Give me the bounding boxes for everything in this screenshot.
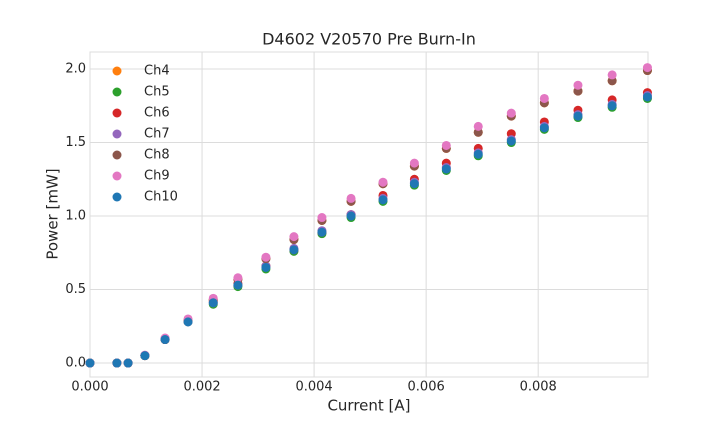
legend-marker [112,108,122,118]
point [346,211,356,221]
y-tick-label: 0.5 [65,282,86,297]
x-tick-label: 0.008 [520,380,557,395]
legend-label: Ch6 [144,106,170,121]
legend-marker [112,87,122,97]
point [473,149,483,159]
point [112,358,122,368]
point [539,123,549,133]
plot-area [89,51,649,378]
point [378,195,388,205]
legend-label: Ch7 [144,127,170,142]
point [289,245,299,255]
point [441,140,451,150]
point [506,108,516,118]
legend-marker [112,129,122,139]
y-tick-label: 1.5 [65,135,86,150]
point [642,63,652,73]
point [539,93,549,103]
point [573,111,583,121]
legend-marker [112,150,122,160]
point [607,101,617,111]
point [473,121,483,131]
x-axis-label: Current [A] [327,397,410,415]
legend-marker [112,192,122,202]
point [409,179,419,189]
point [123,358,133,368]
chart-title: D4602 V20570 Pre Burn-In [262,30,476,49]
point [642,92,652,102]
legend-marker [112,66,122,76]
point [140,351,150,361]
point [409,158,419,168]
point [160,335,170,345]
x-tick-label: 0.000 [71,380,108,395]
legend-label: Ch10 [144,190,178,205]
legend-marker [112,171,122,181]
y-tick-label: 1.0 [65,209,86,224]
point [317,227,327,237]
point [317,213,327,223]
point [233,280,243,290]
point [183,317,193,327]
y-axis-label: Power [mW] [44,168,62,259]
y-tick-label: 0.0 [65,356,86,371]
x-tick-label: 0.006 [408,380,445,395]
point [607,70,617,80]
x-tick-label: 0.002 [183,380,220,395]
x-tick-label: 0.004 [295,380,332,395]
legend-label: Ch5 [144,85,170,100]
point [208,298,218,308]
legend-label: Ch8 [144,148,170,163]
y-tick-label: 2.0 [65,62,86,77]
point [506,136,516,146]
point [233,273,243,283]
point [441,164,451,174]
point [378,177,388,187]
point [261,252,271,262]
point [261,262,271,272]
point [573,80,583,90]
legend-label: Ch4 [144,64,170,79]
point [289,232,299,242]
point [346,193,356,203]
legend-label: Ch9 [144,169,170,184]
point [85,358,95,368]
